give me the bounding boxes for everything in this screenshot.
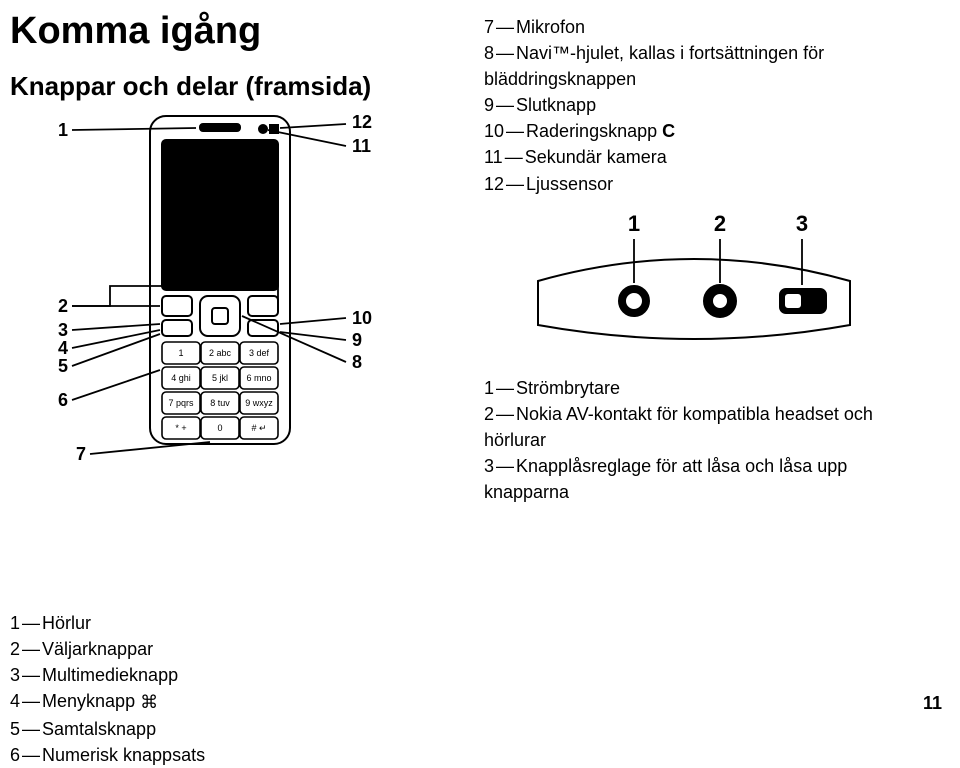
legend-text: Sekundär kamera (525, 147, 667, 167)
fig2-label-1: 1 (628, 211, 640, 236)
svg-text:0: 0 (217, 423, 222, 433)
svg-text:3 def: 3 def (249, 348, 270, 358)
legend-item: 10—Raderingsknapp C (484, 118, 930, 144)
svg-text:10: 10 (352, 308, 372, 328)
legend-item: 2—Väljarknappar (10, 636, 456, 662)
legend-item: 3—Knapplåsreglage för att låsa och låsa … (484, 453, 930, 505)
legend-item: 11—Sekundär kamera (484, 144, 930, 170)
page-title: Komma igång (10, 10, 456, 53)
legend-text: Slutknapp (516, 95, 596, 115)
legend-item: 8—Navi™-hjulet, kallas i fortsättningen … (484, 40, 930, 92)
svg-text:9 wxyz: 9 wxyz (245, 398, 273, 408)
two-columns: Komma igång Knappar och delar (framsida) (10, 10, 930, 768)
legend-item: 2—Nokia AV-kontakt för kompatibla headse… (484, 401, 930, 453)
legend-text: Ljussensor (526, 174, 613, 194)
svg-text:8: 8 (352, 352, 362, 372)
figure-top-view: 1 2 3 (484, 205, 904, 375)
legend-text: Mikrofon (516, 17, 585, 37)
page-subtitle: Knappar och delar (framsida) (10, 71, 456, 102)
legend-text: Multimedieknapp (42, 665, 178, 685)
legend-item: 12—Ljussensor (484, 171, 930, 197)
svg-text:5 jkl: 5 jkl (212, 373, 228, 383)
legend-right-top: 7—Mikrofon8—Navi™-hjulet, kallas i forts… (484, 14, 930, 197)
legend-item: 1—Strömbrytare (484, 375, 930, 401)
svg-text:1: 1 (178, 348, 183, 358)
svg-text:2 abc: 2 abc (209, 348, 232, 358)
svg-text:8 tuv: 8 tuv (210, 398, 230, 408)
svg-text:9: 9 (352, 330, 362, 350)
fig2-label-2: 2 (714, 211, 726, 236)
svg-text:7: 7 (76, 444, 86, 464)
legend-text: Menyknapp ⌘ (42, 691, 158, 711)
svg-text:* +: * + (175, 423, 186, 433)
svg-text:# ↵: # ↵ (251, 423, 266, 433)
legend-left: 1—Hörlur2—Väljarknappar3—Multimedieknapp… (10, 610, 456, 768)
legend-item: 1—Hörlur (10, 610, 456, 636)
page-number: 11 (923, 693, 942, 714)
legend-text: Hörlur (42, 613, 91, 633)
legend-item: 3—Multimedieknapp (10, 662, 456, 688)
legend-text: Knapplåsreglage för att låsa och låsa up… (484, 456, 847, 502)
svg-text:4 ghi: 4 ghi (171, 373, 191, 383)
svg-text:5: 5 (58, 356, 68, 376)
svg-text:6 mno: 6 mno (246, 373, 271, 383)
svg-text:1: 1 (58, 120, 68, 140)
legend-item: 9—Slutknapp (484, 92, 930, 118)
legend-text: Nokia AV-kontakt för kompatibla headset … (484, 404, 873, 450)
legend-text: Raderingsknapp C (526, 121, 675, 141)
phone-front-svg: 1 2 abc 3 def 4 ghi 5 jkl 6 mno 7 pqrs 8 tuv 9 w… (10, 110, 430, 610)
legend-item: 6—Numerisk knappsats (10, 742, 456, 768)
legend-item: 5—Samtalsknapp (10, 716, 456, 742)
legend-text: Navi™-hjulet, kallas i fortsättningen fö… (484, 43, 824, 89)
fig2-label-3: 3 (796, 211, 808, 236)
right-column: 7—Mikrofon8—Navi™-hjulet, kallas i forts… (484, 10, 930, 768)
svg-text:7 pqrs: 7 pqrs (168, 398, 194, 408)
svg-text:12: 12 (352, 112, 372, 132)
svg-text:2: 2 (58, 296, 68, 316)
legend-text: Numerisk knappsats (42, 745, 205, 765)
svg-text:11: 11 (352, 136, 371, 156)
legend-text: Väljarknappar (42, 639, 153, 659)
svg-text:3: 3 (58, 320, 68, 340)
figure-front: 1 2 abc 3 def 4 ghi 5 jkl 6 mno 7 pqrs 8 tuv 9 w… (10, 110, 430, 610)
svg-text:4: 4 (58, 338, 68, 358)
manual-page: Komma igång Komma igång Knappar och dela… (0, 0, 960, 722)
side-tab: Komma igång (930, 0, 960, 280)
legend-right-bot: 1—Strömbrytare2—Nokia AV-kontakt för kom… (484, 375, 930, 505)
legend-text: Strömbrytare (516, 378, 620, 398)
phone-top-svg: 1 2 3 (484, 205, 904, 375)
left-column: Komma igång Knappar och delar (framsida) (10, 10, 456, 768)
legend-item: 4—Menyknapp ⌘ (10, 688, 456, 715)
legend-item: 7—Mikrofon (484, 14, 930, 40)
svg-text:6: 6 (58, 390, 68, 410)
